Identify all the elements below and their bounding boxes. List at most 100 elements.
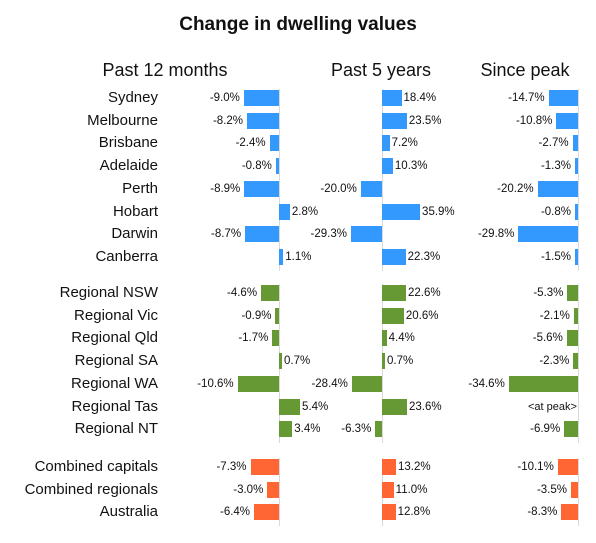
- bar: [573, 307, 578, 324]
- data-label: -8.2%: [212, 114, 244, 127]
- data-label: 35.9%: [422, 205, 455, 218]
- data-label: -29.3%: [310, 228, 347, 241]
- data-label: 12.8%: [397, 506, 431, 519]
- bar: [275, 307, 279, 324]
- bar: [275, 158, 279, 175]
- data-label: -8.3%: [527, 506, 558, 519]
- data-label: -2.3%: [539, 355, 570, 368]
- chart-title: Change in dwelling values: [179, 14, 417, 35]
- row-label: Brisbane: [98, 134, 158, 152]
- data-label: -8.7%: [211, 228, 242, 241]
- row-label: Regional Vic: [74, 306, 158, 324]
- row-label: Australia: [99, 503, 158, 521]
- row-label: Regional NT: [74, 420, 158, 438]
- data-label: 13.2%: [397, 461, 431, 473]
- data-label: 2.8%: [291, 205, 319, 218]
- data-label: -6.4%: [219, 506, 251, 519]
- data-label: 23.5%: [408, 114, 442, 127]
- bar: [575, 248, 578, 265]
- data-label: 23.6%: [409, 400, 442, 413]
- bar: [279, 398, 301, 415]
- zero-axis-line: [382, 89, 383, 271]
- bar: [269, 135, 279, 152]
- row-label: Regional Qld: [71, 329, 158, 347]
- bar: [382, 353, 385, 370]
- row-label: Perth: [122, 179, 158, 197]
- bar: [382, 158, 393, 175]
- bar: [567, 285, 578, 301]
- zero-axis-line: [279, 89, 280, 271]
- data-label: 0.7%: [284, 355, 311, 368]
- data-label: -3.5%: [536, 483, 567, 496]
- bar: [237, 375, 279, 392]
- bar: [267, 481, 279, 498]
- bar: [351, 375, 382, 392]
- bar: [382, 112, 407, 129]
- data-label: -20.0%: [320, 182, 357, 195]
- bar: [382, 459, 396, 475]
- bar: [575, 158, 578, 175]
- bar: [279, 421, 293, 438]
- bar: [254, 504, 279, 521]
- panel-title-12-months: Past 12 months: [102, 60, 228, 80]
- data-label: -2.1%: [539, 309, 570, 322]
- data-label: -5.6%: [532, 332, 563, 345]
- row-label: Regional WA: [71, 374, 158, 392]
- bar: [250, 459, 279, 475]
- bar: [360, 180, 382, 197]
- bar: [261, 285, 279, 301]
- data-label: -6.3%: [341, 423, 372, 436]
- bar: [279, 353, 282, 370]
- data-label: -20.2%: [497, 182, 534, 195]
- bar: [382, 330, 387, 347]
- panel-title-5-years: Past 5 years: [330, 60, 432, 80]
- bar: [279, 248, 284, 265]
- bar: [245, 226, 279, 243]
- row-label: Sydney: [107, 89, 158, 106]
- zero-axis-line: [279, 458, 280, 527]
- row-label: Darwin: [111, 225, 158, 243]
- data-label: -2.7%: [538, 137, 569, 150]
- data-label: -14.7%: [508, 92, 545, 104]
- data-label: -1.5%: [540, 250, 571, 263]
- data-label: 22.3%: [407, 250, 441, 263]
- row-label: Combined regionals: [24, 480, 158, 498]
- bar: [556, 112, 578, 129]
- bar: [564, 421, 578, 438]
- bar: [561, 504, 578, 521]
- data-label: 20.6%: [405, 309, 439, 322]
- row-label: Regional NSW: [59, 284, 158, 301]
- data-label: -29.8%: [477, 228, 515, 241]
- row-label: Canberra: [95, 247, 158, 265]
- zero-axis-line: [578, 284, 579, 443]
- data-label: -0.8%: [540, 205, 571, 218]
- data-label: -4.6%: [227, 287, 258, 299]
- bar: [244, 180, 279, 197]
- bar: [548, 90, 578, 106]
- data-label: 0.7%: [387, 355, 414, 368]
- bar: [279, 203, 290, 220]
- data-label: -0.9%: [241, 309, 272, 322]
- data-label: -7.3%: [216, 461, 247, 473]
- data-label: -34.6%: [468, 377, 505, 390]
- data-label: 10.3%: [394, 160, 428, 173]
- bar: [572, 135, 578, 152]
- data-label: -1.3%: [540, 160, 571, 173]
- bar: [272, 330, 279, 347]
- data-label: -0.8%: [241, 160, 272, 173]
- bar: [537, 180, 578, 197]
- data-label: -1.7%: [238, 332, 269, 345]
- bar: [518, 226, 578, 243]
- at-peak-note: <at peak>: [528, 400, 577, 413]
- bar: [571, 481, 578, 498]
- data-label: -6.9%: [530, 423, 561, 436]
- bar: [382, 248, 406, 265]
- data-label: 18.4%: [403, 92, 437, 104]
- data-label: -28.4%: [311, 377, 348, 390]
- row-label: Melbourne: [87, 111, 158, 129]
- bar: [573, 353, 578, 370]
- data-label: -2.4%: [235, 137, 266, 150]
- data-label: -10.6%: [197, 377, 234, 390]
- bar: [382, 504, 396, 521]
- panel-title-since-peak: Since peak: [480, 60, 570, 80]
